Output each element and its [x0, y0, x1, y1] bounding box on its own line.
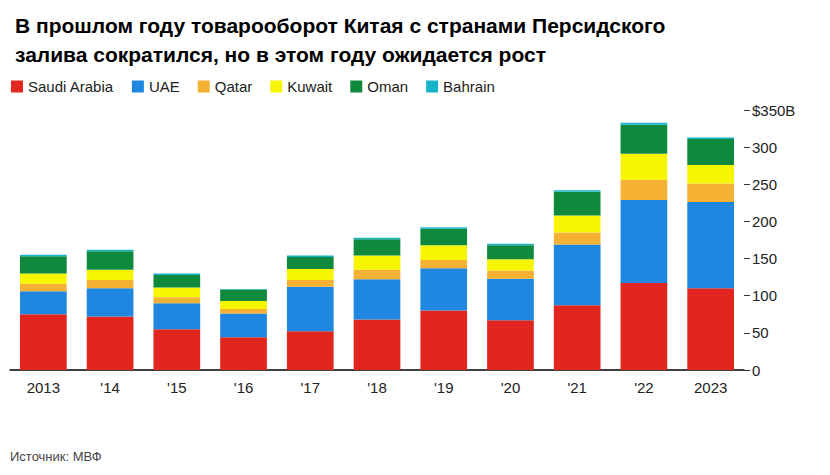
svg-text:'18: '18	[367, 379, 387, 396]
svg-text:'21: '21	[567, 379, 587, 396]
svg-text:2013: 2013	[27, 379, 60, 396]
svg-text:Источник: МВФ: Источник: МВФ	[10, 449, 102, 464]
svg-text:Bahrain: Bahrain	[443, 78, 495, 95]
svg-text:UAE: UAE	[149, 78, 180, 95]
svg-text:0: 0	[752, 362, 760, 379]
svg-text:100: 100	[752, 287, 777, 304]
svg-text:'22: '22	[634, 379, 654, 396]
svg-text:200: 200	[752, 213, 777, 230]
svg-text:В прошлом году товарооборот Ки: В прошлом году товарооборот Китая с стра…	[15, 14, 665, 37]
svg-text:'17: '17	[300, 379, 320, 396]
svg-text:'16: '16	[234, 379, 254, 396]
svg-text:залива сократился, но в этом г: залива сократился, но в этом году ожидае…	[15, 43, 546, 66]
svg-text:Oman: Oman	[367, 78, 408, 95]
svg-text:Saudi Arabia: Saudi Arabia	[28, 78, 114, 95]
svg-text:150: 150	[752, 250, 777, 267]
svg-text:2023: 2023	[694, 379, 727, 396]
svg-text:'14: '14	[100, 379, 120, 396]
svg-text:Qatar: Qatar	[215, 78, 253, 95]
svg-text:300: 300	[752, 139, 777, 156]
svg-text:'15: '15	[167, 379, 187, 396]
svg-text:Kuwait: Kuwait	[287, 78, 333, 95]
svg-text:50: 50	[752, 324, 769, 341]
svg-text:'20: '20	[501, 379, 521, 396]
svg-text:$350B: $350B	[752, 102, 795, 119]
svg-text:250: 250	[752, 176, 777, 193]
svg-text:'19: '19	[434, 379, 454, 396]
